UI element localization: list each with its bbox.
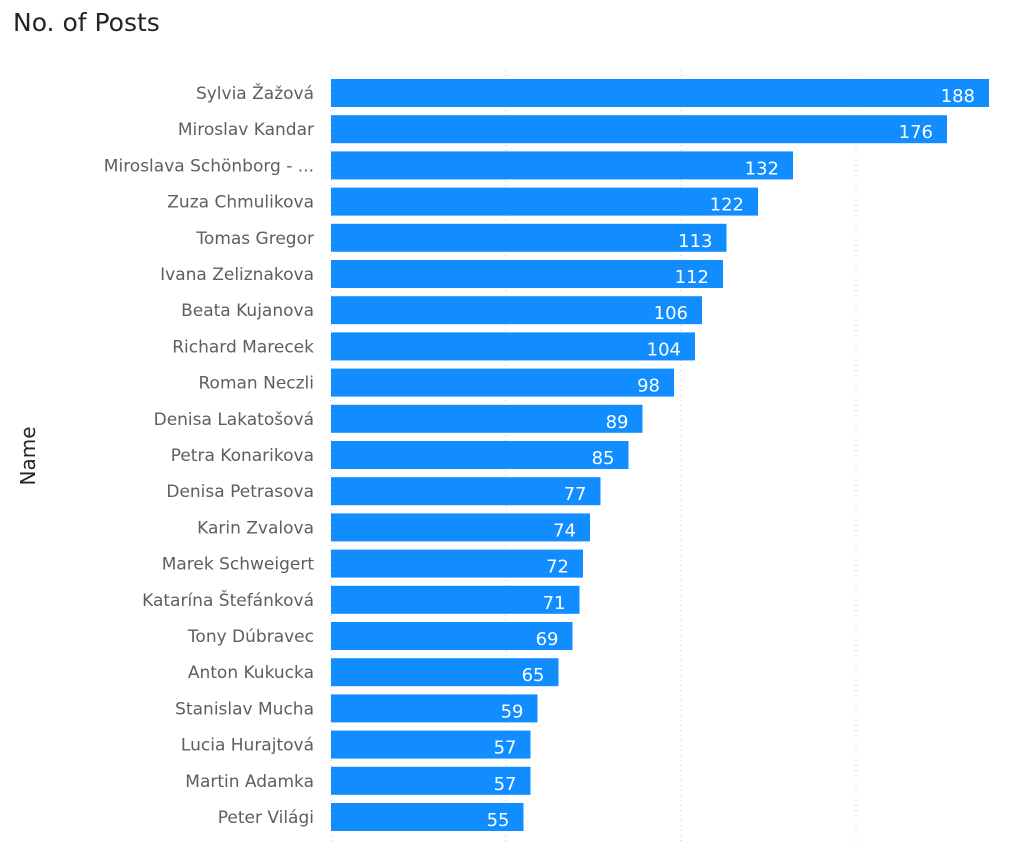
data-label-6: 106 [654,303,688,324]
bar-13[interactable] [331,549,583,578]
data-label-15: 69 [536,629,559,650]
bar-12[interactable] [331,513,590,542]
data-label-9: 89 [606,412,629,433]
category-label-18: Lucia Hurajtová [181,736,314,756]
category-label-0: Sylvia Žažová [196,82,314,104]
data-label-16: 65 [522,665,545,686]
category-label-7: Richard Marecek [172,337,314,357]
data-label-7: 104 [647,339,681,360]
chart-title: No. of Posts [13,8,160,37]
bar-6[interactable] [331,296,702,325]
data-label-17: 59 [501,701,524,722]
data-label-8: 98 [637,376,660,397]
category-label-16: Anton Kukucka [188,663,314,683]
bar-16[interactable] [331,658,559,687]
category-label-2: Miroslava Schönborg - ... [104,156,314,176]
bar-8[interactable] [331,368,674,397]
bar-15[interactable] [331,622,573,650]
bar-7[interactable] [331,332,695,361]
bar-0[interactable] [331,79,989,107]
category-label-11: Denisa Petrasova [166,482,314,502]
category-labels: Sylvia Žažová Miroslav Kandar Miroslava Sc… [104,82,315,828]
category-label-8: Roman Neczli [199,374,315,394]
data-label-11: 77 [564,484,587,505]
bar-3[interactable] [331,187,758,216]
bar-2[interactable] [331,151,793,180]
bar-9[interactable] [331,404,643,433]
data-label-19: 57 [494,774,517,795]
bar-18[interactable] [331,730,531,759]
data-label-14: 71 [543,593,566,614]
bar-11[interactable] [331,477,601,506]
bar-1[interactable] [331,115,947,144]
data-label-18: 57 [494,738,517,759]
bar-5[interactable] [331,260,723,288]
category-label-5: Ivana Zeliznakova [160,265,314,285]
bar-19[interactable] [331,766,531,795]
category-label-1: Miroslav Kandar [178,120,314,140]
category-label-9: Denisa Lakatošová [154,410,314,430]
category-label-4: Tomas Gregor [195,229,314,249]
category-label-12: Karin Zvalova [197,518,314,538]
data-label-12: 74 [553,520,576,541]
data-label-2: 132 [745,158,779,179]
bar-20[interactable] [331,803,524,831]
data-label-0: 188 [941,86,975,107]
category-label-15: Tony Dúbravec [187,627,314,647]
data-label-13: 72 [546,557,569,578]
bar-17[interactable] [331,694,538,723]
data-label-20: 55 [487,810,510,831]
bar-10[interactable] [331,441,629,469]
category-label-3: Zuza Chmulikova [167,193,314,213]
category-label-6: Beata Kujanova [181,301,314,321]
data-label-10: 85 [592,448,615,469]
category-label-10: Petra Konarikova [171,446,314,466]
data-label-3: 122 [710,195,744,216]
data-label-5: 112 [675,267,709,288]
category-label-20: Peter Világi [218,808,314,828]
data-label-4: 113 [678,231,712,252]
bar-14[interactable] [331,585,580,614]
category-label-13: Marek Schweigert [162,555,315,575]
category-label-19: Martin Adamka [185,772,314,792]
bar-4[interactable] [331,223,727,252]
bars [331,79,989,831]
category-label-14: Katarína Štefánková [142,589,314,611]
category-label-17: Stanislav Mucha [175,699,314,719]
data-label-1: 176 [899,122,933,143]
